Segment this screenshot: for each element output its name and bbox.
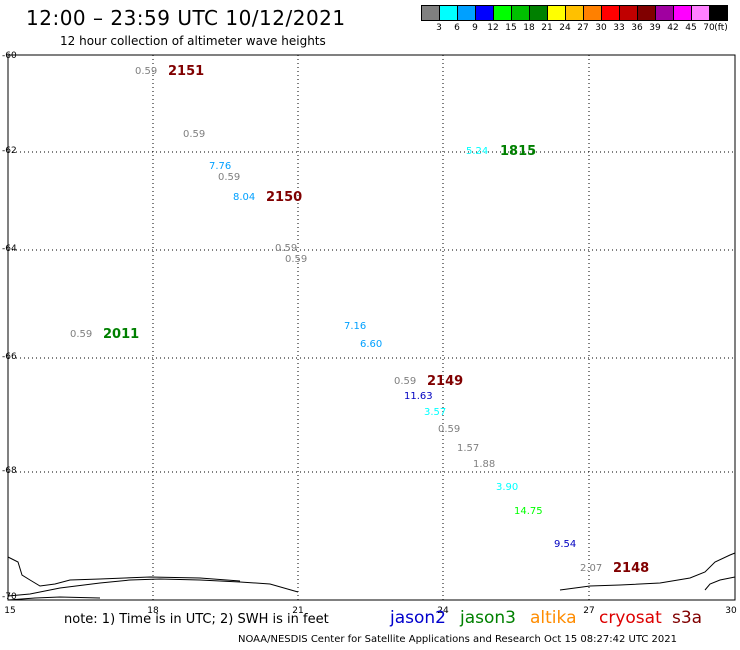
pass-time-label: 2011 [103,327,140,342]
page-subtitle: 12 hour collection of altimeter wave hei… [60,34,326,48]
wave-height-value: 7.16 [344,321,367,332]
pass-time-label: 2151 [168,64,205,79]
lon-label: 15 [4,606,16,616]
wave-height-value: 6.60 [360,339,383,350]
scale-box [710,6,727,20]
scale-box [638,6,656,20]
lon-label: 18 [147,606,159,616]
scale-tick: 24 [559,23,571,33]
scale-box [422,6,440,20]
lat-label: -68 [2,466,17,476]
wave-height-value: 0.59 [135,66,158,77]
legend-jason3: jason3 [460,608,516,628]
scale-box [548,6,566,20]
wave-height-color-scale: 3 6 9 12 15 18 21 24 27 30 33 36 39 42 4… [421,5,728,35]
wave-height-value: 3.57 [424,407,447,418]
color-scale-boxes [421,5,728,21]
lat-label: -60 [2,51,17,61]
credit-footer: NOAA/NESDIS Center for Satellite Applica… [238,634,677,645]
lat-lon-grid [8,55,735,600]
wave-height-value: 0.59 [183,129,206,140]
lat-label: -62 [2,146,17,156]
scale-box [602,6,620,20]
scale-box [476,6,494,20]
coastline [7,552,736,601]
lon-label: 27 [583,606,595,616]
legend-jason2: jason2 [390,608,446,628]
legend-cryosat: cryosat [599,608,662,628]
wave-height-value: 3.90 [496,482,519,493]
lat-label: -64 [2,244,17,254]
scale-tick: 27 [577,23,589,33]
scale-box [620,6,638,20]
scale-unit: (ft) [714,23,728,33]
scale-tick: 6 [454,23,460,33]
wave-height-value: 11.63 [404,391,433,402]
wave-height-value: 5.24 [466,146,489,157]
scale-tick: 12 [487,23,499,33]
scale-tick: 45 [685,23,697,33]
scale-box [530,6,548,20]
scale-box [674,6,692,20]
color-scale-ticks: 3 6 9 12 15 18 21 24 27 30 33 36 39 42 4… [421,21,728,35]
scale-box [656,6,674,20]
scale-box [512,6,530,20]
scale-tick: 9 [472,23,478,33]
scale-tick: 33 [613,23,625,33]
pass-time-label: 2150 [266,190,303,205]
lon-label: 24 [437,606,449,616]
scale-box [440,6,458,20]
pass-time-label: 2148 [613,561,650,576]
scale-box [566,6,584,20]
scale-tick: 30 [595,23,607,33]
scale-tick: 15 [505,23,517,33]
wave-height-value: 9.54 [554,539,577,550]
lat-label: -70 [2,592,17,602]
wave-height-value: 1.88 [473,459,496,470]
wave-height-value: 0.59 [70,329,93,340]
map-frame [7,54,736,601]
wave-height-value: 0.59 [275,243,298,254]
wave-height-value: 0.59 [438,424,461,435]
scale-tick: 70 [703,23,715,33]
lon-label: 30 [725,606,737,616]
page-title: 12:00 – 23:59 UTC 10/12/2021 [26,6,346,30]
scale-tick: 18 [523,23,535,33]
wave-height-value: 8.04 [233,192,256,203]
footnote: note: 1) Time is in UTC; 2) SWH is in fe… [64,612,329,627]
legend-altika: altika [530,608,577,628]
scale-tick: 42 [667,23,679,33]
scale-box [584,6,602,20]
scale-tick: 3 [436,23,442,33]
pass-time-label: 1815 [500,144,537,159]
scale-box [494,6,512,20]
scale-box [458,6,476,20]
scale-tick: 36 [631,23,643,33]
scale-tick: 21 [541,23,553,33]
wave-height-value: 7.76 [209,161,232,172]
lat-label: -66 [2,352,17,362]
wave-height-value: 0.59 [285,254,308,265]
wave-height-value: 0.59 [218,172,241,183]
wave-height-value: 1.57 [457,443,480,454]
wave-height-value: 2.07 [580,563,603,574]
lon-label: 21 [292,606,304,616]
wave-height-value: 14.75 [514,506,543,517]
scale-tick: 39 [649,23,661,33]
wave-height-value: 0.59 [394,376,417,387]
legend-s3a: s3a [672,608,703,628]
pass-time-label: 2149 [427,374,464,389]
scale-box [692,6,710,20]
